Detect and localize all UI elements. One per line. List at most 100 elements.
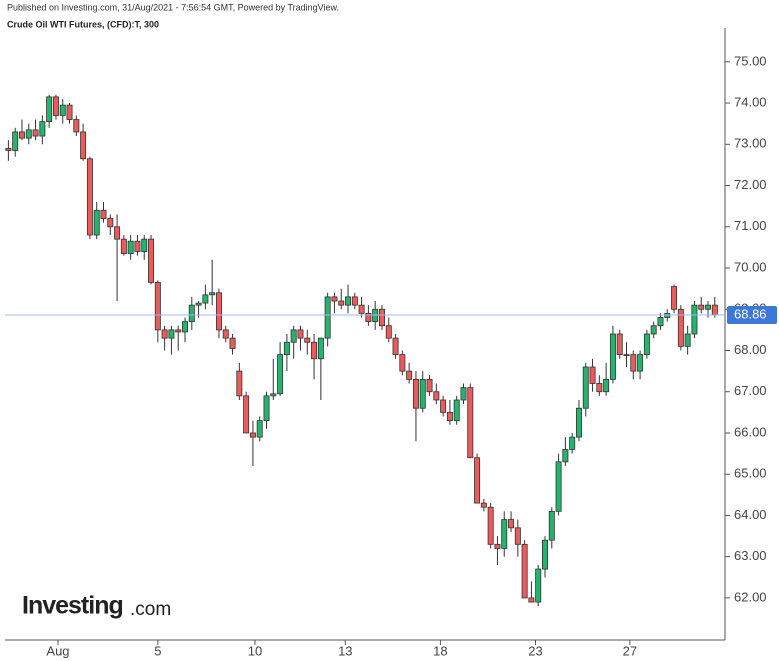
candle-body [134,240,141,252]
candle-body [521,543,528,599]
candle-body [243,395,250,434]
candle-body [671,286,678,310]
candle-body [569,436,576,450]
y-tick-label: 71.00 [734,218,767,233]
y-tick-label: 70.00 [734,259,767,274]
last-price-box [727,306,777,325]
y-tick-label: 64.00 [734,507,767,522]
candle-body [460,387,467,401]
candle-body [528,597,535,603]
candle-body [487,506,494,545]
candle-body [711,304,718,316]
y-tick-label: 65.00 [734,466,767,481]
candle-body [317,337,324,360]
candle-body [66,104,73,120]
candle-body [637,354,644,372]
candle-body [575,407,582,438]
candle-body [392,337,399,356]
candle-body [650,325,657,335]
x-tick-label: 10 [248,643,262,658]
candle-body [582,366,589,409]
candle-body [80,131,87,160]
candle-body [304,337,311,343]
x-tick-label: 27 [623,643,637,658]
candle-body [249,432,256,438]
candle-body [148,238,155,283]
y-tick-label: 62.00 [734,589,767,604]
candle-body [141,238,148,252]
candle-body [698,304,705,310]
candle-body [399,354,406,372]
candle-body [603,378,610,393]
candle-body [345,296,352,306]
candle-body [691,304,698,335]
candle-body [46,96,53,123]
candle-body [168,329,175,339]
last-price-label: 68.86 [734,306,767,321]
candle-body [86,158,93,236]
candle-body [542,539,548,570]
candle-body [494,543,501,549]
y-tick-label: 68.00 [734,342,767,357]
candle-body [175,329,182,333]
publish-note: Published on Investing.com, 31/Aug/2021 … [7,2,339,12]
candle-body [324,296,331,339]
candle-body [222,329,229,339]
candle-body [107,218,114,228]
candle-body [12,131,19,151]
y-tick-label: 74.00 [734,94,767,109]
candle-body [32,129,39,137]
logo-suffix: .com [130,599,171,620]
candle-body [209,292,216,296]
candle-body [52,96,59,116]
candle-body [256,420,263,438]
candle-body [127,240,134,254]
candle-body [406,370,413,380]
y-tick-label: 67.00 [734,383,767,398]
candle-body [25,129,32,139]
candle-body [440,399,447,413]
candle-body [188,304,195,323]
candle-body [39,121,46,137]
candle-body [100,209,107,219]
candle-body [446,411,453,422]
candle-body [120,238,127,254]
candle-body [154,282,161,331]
candle-body [5,148,12,151]
x-tick-label: Aug [46,643,69,658]
candle-body [684,333,691,347]
candle-body [114,226,121,240]
candle-body [501,519,508,549]
candle-body [73,119,80,133]
candle-body [419,378,426,409]
candle-body [229,337,236,349]
candle-body [596,383,603,393]
x-tick-label: 13 [338,643,352,658]
x-tick-label: 23 [528,643,542,658]
candle-body [311,341,318,360]
logo: Investing [22,592,123,620]
candle-body [480,502,487,508]
candle-body [283,341,290,356]
candle-body [514,527,521,545]
candle-body [263,395,270,422]
candle-body [562,449,569,463]
y-tick-label: 72.00 [734,177,767,192]
candle-body [358,304,365,314]
x-tick-label: 18 [433,643,447,658]
candle-body [236,370,243,397]
candle-body [467,387,474,459]
candle-body [555,461,562,512]
candle-body [93,209,100,236]
candle-body [365,312,372,323]
y-tick-label: 66.00 [734,424,767,439]
candle-body [535,568,542,603]
candle-body [609,333,616,380]
candle-body [215,292,222,331]
y-tick-label: 75.00 [734,53,767,68]
candle-body [290,329,297,343]
candle-body [508,519,515,529]
candle-body [589,366,596,384]
candle-body [474,457,481,504]
